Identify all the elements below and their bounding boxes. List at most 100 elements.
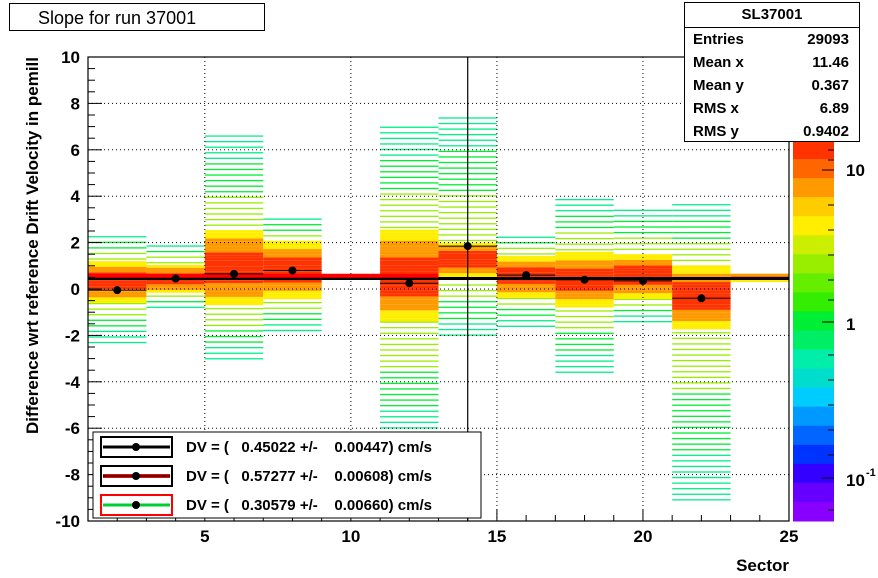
heatmap-cell bbox=[555, 301, 614, 305]
heatmap-column bbox=[672, 204, 731, 501]
heatmap-cell bbox=[204, 266, 264, 270]
heatmap-cell bbox=[496, 295, 556, 298]
stats-name: SL37001 bbox=[685, 3, 859, 28]
heatmap-cell bbox=[672, 268, 731, 271]
palette-swatch bbox=[793, 368, 834, 389]
heatmap-cell bbox=[496, 314, 556, 316]
heatmap-cell bbox=[263, 324, 322, 326]
data-point bbox=[230, 269, 239, 278]
heatmap-cell bbox=[204, 179, 264, 182]
heatmap-cell bbox=[380, 421, 439, 424]
heatmap-cell bbox=[204, 291, 264, 295]
legend-symbol-box bbox=[100, 494, 173, 516]
heatmap-cell bbox=[204, 246, 264, 250]
heatmap-cell bbox=[204, 207, 264, 210]
heatmap-cell bbox=[496, 258, 556, 262]
heatmap-cell bbox=[555, 268, 614, 272]
heatmap-cell bbox=[263, 313, 322, 315]
heatmap-cell bbox=[204, 238, 264, 242]
heatmap-cell bbox=[204, 241, 264, 244]
heatmap-cell bbox=[672, 265, 731, 269]
heatmap-cell bbox=[613, 254, 673, 257]
stats-value: 6.89 bbox=[819, 100, 849, 117]
heatmap-cell bbox=[672, 460, 731, 462]
heatmap-cell bbox=[204, 135, 264, 137]
heatmap-cell bbox=[88, 241, 147, 243]
heatmap-cell bbox=[380, 187, 439, 190]
heatmap-cell bbox=[380, 366, 439, 368]
heatmap-cell bbox=[672, 482, 731, 484]
palette-swatch bbox=[793, 482, 834, 503]
heatmap-cell bbox=[496, 308, 556, 311]
heatmap-cell bbox=[204, 285, 264, 289]
data-point bbox=[638, 276, 647, 285]
heatmap-cell bbox=[263, 293, 322, 297]
heatmap-cell bbox=[672, 307, 731, 310]
heatmap-cell bbox=[88, 269, 147, 273]
heatmap-cell bbox=[380, 243, 439, 247]
heatmap-cell bbox=[204, 157, 264, 159]
heatmap-cell bbox=[555, 263, 614, 266]
heatmap-cell bbox=[146, 264, 205, 268]
heatmap-cell bbox=[555, 360, 614, 362]
heatmap-cell bbox=[88, 314, 147, 316]
heatmap-cell bbox=[496, 261, 556, 265]
legend-symbol-marker bbox=[132, 472, 140, 480]
heatmap-cell bbox=[672, 301, 731, 305]
heatmap-cell bbox=[613, 237, 673, 239]
y-tick-label: 4 bbox=[71, 187, 81, 206]
legend: DV = ( 0.45022 +/- 0.00447) cm/s DV = ( 0… bbox=[92, 431, 482, 519]
heatmap-cell bbox=[555, 232, 614, 234]
data-point bbox=[697, 294, 706, 303]
heatmap-cell bbox=[146, 287, 205, 290]
data-point bbox=[522, 271, 531, 280]
heatmap-cell bbox=[204, 168, 264, 171]
heatmap-cell bbox=[88, 252, 147, 255]
heatmap-cell bbox=[613, 304, 673, 306]
heatmap-cell bbox=[88, 258, 147, 260]
heatmap-cell bbox=[555, 290, 614, 294]
heatmap-cell bbox=[263, 235, 322, 237]
data-point bbox=[113, 286, 122, 295]
legend-symbol-box bbox=[100, 465, 173, 487]
stats-label: Mean y bbox=[693, 77, 744, 94]
heatmap-cell bbox=[672, 410, 731, 412]
heatmap-cell bbox=[555, 265, 614, 269]
heatmap-cell bbox=[263, 318, 322, 320]
heatmap-cell bbox=[146, 301, 205, 303]
heatmap-cell bbox=[555, 243, 614, 245]
y-tick-label: -2 bbox=[65, 326, 80, 345]
heatmap-cell bbox=[204, 174, 264, 176]
heatmap-cell bbox=[380, 246, 439, 250]
legend-symbol-box bbox=[100, 436, 173, 458]
heatmap-cell bbox=[613, 243, 673, 245]
heatmap-cell bbox=[204, 330, 264, 332]
heatmap-cell bbox=[146, 284, 205, 288]
heatmap-cell bbox=[672, 471, 731, 473]
x-axis-label: Sector bbox=[736, 556, 789, 575]
heatmap-cell bbox=[88, 325, 147, 327]
heatmap-cell bbox=[380, 229, 439, 233]
heatmap-cell bbox=[672, 290, 731, 294]
heatmap-cell bbox=[204, 213, 264, 215]
palette-swatch bbox=[793, 311, 834, 331]
heatmap-cell bbox=[204, 163, 264, 165]
heatmap-cell bbox=[88, 272, 147, 276]
heatmap-cell bbox=[672, 426, 731, 429]
heatmap-cell bbox=[555, 257, 614, 261]
y-tick-label: -8 bbox=[65, 466, 80, 485]
heatmap-cell bbox=[672, 454, 731, 456]
heatmap-cell bbox=[380, 313, 439, 316]
heatmap-cell bbox=[672, 323, 731, 327]
heatmap-cell bbox=[613, 256, 673, 260]
heatmap-cell bbox=[555, 274, 614, 277]
heatmap-cell bbox=[496, 253, 556, 255]
heatmap-cell bbox=[263, 246, 322, 250]
heatmap-cell bbox=[380, 410, 439, 412]
heatmap-cell bbox=[380, 148, 439, 151]
heatmap-cell bbox=[380, 232, 439, 236]
heatmap-cell bbox=[263, 251, 322, 255]
heatmap-cell bbox=[672, 226, 731, 228]
heatmap-cell bbox=[613, 209, 673, 211]
